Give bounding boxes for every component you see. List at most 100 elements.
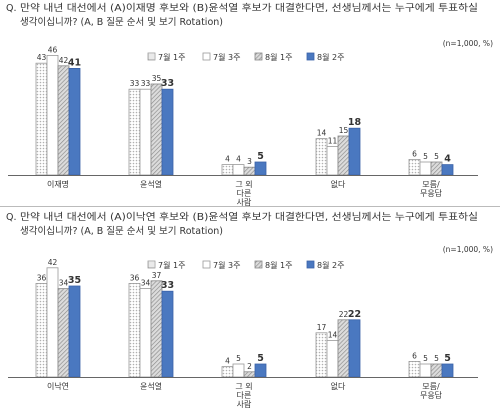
- data-label: 35: [152, 74, 162, 83]
- legend-label: 7월 1주: [158, 260, 185, 270]
- data-label: 33: [161, 280, 174, 291]
- bar: [254, 161, 267, 176]
- category-label: 다른: [237, 391, 252, 400]
- data-label: 3: [247, 157, 252, 166]
- bar: [243, 371, 256, 378]
- bar: [232, 164, 245, 176]
- category-label: 다른: [237, 189, 252, 198]
- bar: [430, 161, 443, 176]
- legend: 7월 1주 7월 3주 8월 1주 8월 2주: [147, 52, 344, 62]
- bar: [315, 138, 328, 176]
- chart-panel-1: Q. 만약 내년 대선에서 (A)이재명 후보와 (B)윤석열 후보가 대결한다…: [6, 2, 493, 207]
- bar: [139, 88, 152, 176]
- bar: [254, 363, 267, 378]
- bar: [348, 319, 361, 378]
- data-label: 36: [130, 273, 140, 282]
- bar: [150, 280, 163, 378]
- data-label: 4: [225, 155, 230, 164]
- data-label: 33: [141, 79, 151, 88]
- data-label: 11: [328, 136, 338, 145]
- category-label: 없다: [331, 180, 346, 189]
- bar: [57, 65, 70, 176]
- legend-swatch: [306, 260, 315, 269]
- category-label: 이재명: [47, 179, 69, 189]
- data-label: 36: [37, 273, 47, 282]
- legend-swatch: [306, 52, 315, 61]
- data-label: 37: [152, 271, 162, 280]
- category-label: 무응답: [420, 390, 443, 400]
- sample-note: (n=1,000, %): [443, 245, 493, 254]
- data-label: 6: [412, 149, 417, 158]
- data-label: 34: [59, 279, 69, 288]
- legend-label: 8월 2주: [317, 260, 344, 270]
- bar: [348, 127, 361, 176]
- legend-swatch: [202, 260, 211, 269]
- legend: 7월 1주 7월 3주 8월 1주 8월 2주: [147, 260, 344, 270]
- data-label: 42: [59, 56, 69, 65]
- data-label: 43: [37, 53, 47, 62]
- bar: [419, 161, 432, 176]
- category-label: 이낙연: [47, 381, 69, 391]
- bar: [430, 363, 443, 378]
- data-label: 33: [130, 79, 140, 88]
- data-label: 18: [348, 117, 362, 128]
- bar: [326, 340, 339, 378]
- bar: [150, 83, 163, 176]
- bar: [337, 319, 350, 378]
- question-prefix: Q.: [6, 3, 17, 14]
- bar: [46, 267, 59, 378]
- bar: [161, 88, 174, 176]
- category-label: 모름/: [422, 180, 440, 189]
- data-label: 22: [339, 310, 349, 319]
- data-label: 4: [444, 154, 451, 165]
- data-label: 5: [257, 151, 264, 162]
- bar: [232, 363, 245, 378]
- category-label: 모름/: [422, 382, 440, 391]
- bar: [161, 290, 174, 378]
- legend-label: 7월 1주: [158, 52, 185, 62]
- category-label: 윤석열: [140, 381, 162, 391]
- question-prefix: Q.: [6, 212, 17, 223]
- data-label: 46: [48, 45, 58, 54]
- category-label: 윤석열: [140, 179, 162, 189]
- bar: [408, 360, 421, 378]
- data-label: 2: [247, 362, 252, 371]
- bar: [243, 166, 256, 176]
- legend-swatch: [254, 260, 263, 269]
- legend-swatch: [147, 260, 156, 269]
- legend-label: 8월 1주: [265, 260, 292, 270]
- data-label: 5: [257, 353, 264, 364]
- question-line-2: 생각이십니까? (A, B 질문 순서 및 보기 Rotation): [20, 16, 223, 28]
- data-label: 14: [317, 129, 327, 138]
- data-label: 4: [225, 357, 230, 366]
- category-label: 사람: [237, 400, 252, 409]
- bar: [441, 164, 454, 176]
- data-label: 35: [68, 275, 81, 286]
- data-label: 15: [339, 126, 349, 135]
- data-label: 33: [161, 78, 174, 89]
- bar: [315, 332, 328, 378]
- data-label: 5: [434, 152, 439, 161]
- bar: [35, 62, 48, 176]
- question-line-1: 만약 내년 대선에서 (A)이재명 후보와 (B)윤석열 후보가 대결한다면, …: [20, 2, 478, 14]
- legend-label: 7월 3주: [213, 260, 240, 270]
- legend-label: 8월 2주: [317, 52, 344, 62]
- data-label: 14: [328, 331, 338, 340]
- bar: [408, 158, 421, 176]
- data-label: 4: [236, 155, 241, 164]
- sample-note: (n=1,000, %): [443, 39, 493, 48]
- legend-swatch: [147, 52, 156, 61]
- category-label: 사람: [237, 198, 252, 207]
- bar: [46, 55, 59, 176]
- data-label: 5: [236, 354, 241, 363]
- bar: [139, 288, 152, 378]
- category-label: 무응답: [420, 188, 443, 198]
- data-label: 17: [317, 323, 327, 332]
- bar: [419, 363, 432, 378]
- category-label: 그 외: [235, 381, 252, 391]
- data-label: 5: [434, 354, 439, 363]
